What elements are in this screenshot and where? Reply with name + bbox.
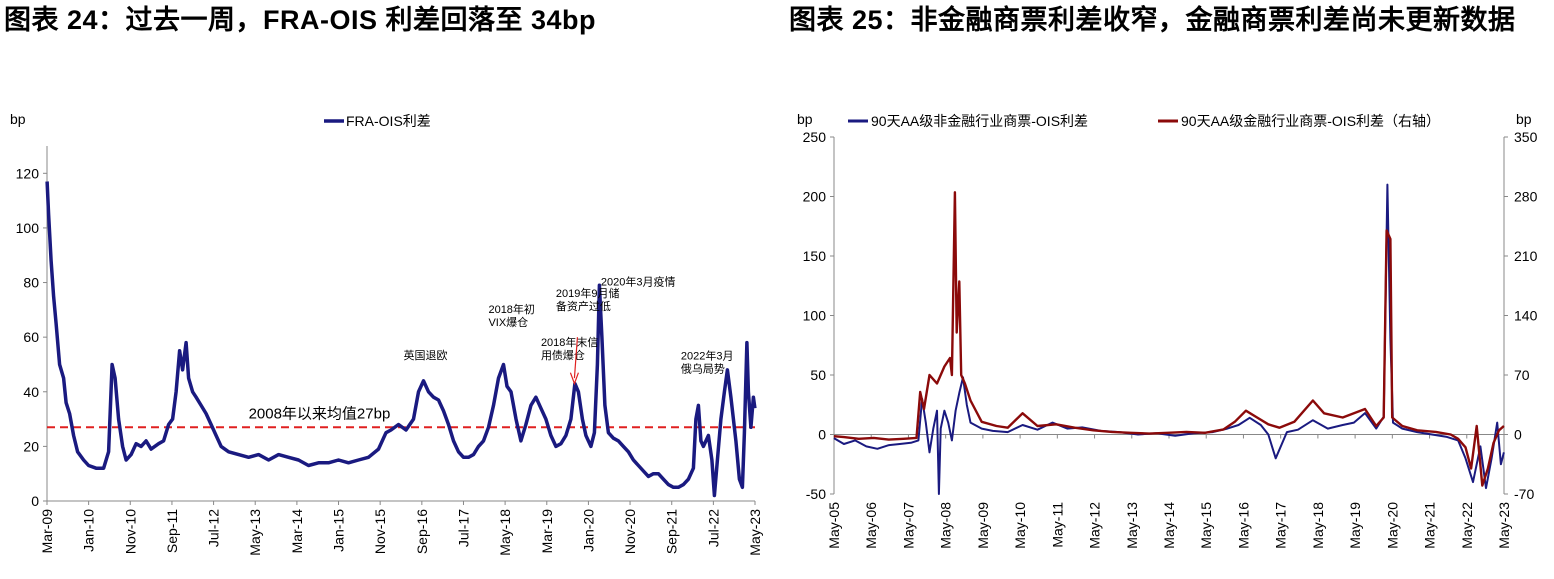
chart2-x-tick-label: May-15 — [1198, 502, 1214, 549]
chart1-x-tick-label: May-18 — [497, 509, 513, 556]
chart1-x-tick-label: Jan-15 — [331, 509, 347, 552]
chart2-legend-label-financial: 90天AA级金融行业商票-OIS利差（右轴） — [1181, 113, 1440, 129]
chart2-right-tick-label: 0 — [1514, 427, 1522, 443]
chart2-right-tick-label: -70 — [1514, 486, 1534, 502]
left-chart-title: 图表 24：过去一周，FRA-OIS 利差回落至 34bp — [4, 5, 597, 35]
chart2-x-tick-label: May-17 — [1273, 502, 1289, 549]
chart1-x-tick-label: Mar-09 — [39, 509, 55, 554]
chart2-x-tick-label: May-10 — [1012, 502, 1028, 549]
chart2-left-tick-label: 50 — [810, 367, 826, 383]
chart1-annotation: 俄乌局势 — [681, 362, 725, 376]
chart2-left-tick-label: -50 — [806, 486, 826, 502]
chart1-mean-label: 2008年以来均值27bp — [249, 405, 391, 422]
chart1-annotation: 用债爆仓 — [541, 348, 585, 362]
chart2-left-tick-label: 250 — [803, 129, 827, 145]
chart2-x-tick-label: May-18 — [1310, 502, 1326, 549]
chart1-x-tick-label: May-13 — [247, 509, 263, 556]
chart2-x-tick-label: May-14 — [1161, 502, 1177, 549]
chart1-y-tick-label: 60 — [23, 329, 39, 345]
chart2-right-tick-label: 280 — [1514, 189, 1538, 205]
chart1-x-tick-label: May-23 — [747, 509, 763, 556]
chart1-x-tick-label: Sep-21 — [664, 509, 680, 554]
chart2-left-tick-label: 200 — [803, 189, 827, 205]
chart2-x-tick-label: May-23 — [1496, 502, 1512, 549]
chart1-y-unit-label: bp — [10, 111, 26, 127]
chart1-annotation: 2018年初 — [488, 302, 534, 316]
chart1-annotation-arrow — [573, 337, 579, 379]
chart1-x-tick-label: Nov-20 — [622, 509, 638, 554]
chart1-y-tick-label: 80 — [23, 275, 39, 291]
chart2-x-tick-label: May-20 — [1384, 502, 1400, 549]
chart1-x-tick-label: Jan-10 — [81, 509, 97, 552]
chart2-x-tick-label: May-22 — [1459, 502, 1475, 549]
chart1-x-tick-label: Jul-17 — [455, 509, 471, 547]
chart2-right-tick-label: 140 — [1514, 308, 1538, 324]
chart1-annotation: 2022年3月 — [681, 349, 734, 363]
chart2-x-tick-label: May-12 — [1087, 502, 1103, 549]
chart1-x-tick-label: Mar-19 — [539, 509, 555, 554]
chart1-y-tick-label: 20 — [23, 438, 39, 454]
chart1-x-tick-label: Nov-15 — [372, 509, 388, 554]
chart2-x-tick-label: May-08 — [938, 502, 954, 549]
chart1-annotation: 2019年9月储 — [556, 286, 620, 300]
chart2-right-tick-label: 210 — [1514, 248, 1538, 264]
chart1-y-tick-label: 100 — [16, 220, 40, 236]
chart2-nonfinancial-series-line — [833, 183, 1505, 495]
chart2-x-tick-label: May-13 — [1124, 502, 1140, 549]
chart1-annotation-arrowhead — [569, 372, 579, 386]
chart1-series-line — [45, 181, 757, 498]
chart1-annotation: 备资产过低 — [556, 299, 611, 313]
chart2-legend-label-nonfinancial: 90天AA级非金融行业商票-OIS利差 — [871, 113, 1088, 129]
chart2-left-tick-label: 100 — [803, 308, 827, 324]
chart1-y-tick-label: 120 — [16, 165, 40, 181]
chart2-x-tick-label: May-11 — [1049, 502, 1065, 548]
chart2-x-tick-label: May-21 — [1422, 502, 1438, 549]
chart2-financial-series-line — [833, 191, 1505, 487]
chart1-annotation: 2018年末信 — [541, 335, 598, 349]
chart2-left-tick-label: 150 — [803, 248, 827, 264]
chart1-x-tick-label: Jan-20 — [580, 509, 596, 552]
chart2-x-tick-label: May-19 — [1347, 502, 1363, 549]
chart1-x-tick-label: Nov-10 — [122, 509, 138, 554]
chart1-x-tick-label: Sep-11 — [164, 509, 180, 553]
chart1-x-tick-label: Sep-16 — [414, 509, 430, 554]
chart2-left-unit-label: bp — [797, 111, 813, 127]
chart2-right-tick-label: 70 — [1514, 367, 1530, 383]
chart1-x-tick-label: Jul-12 — [206, 509, 222, 547]
right-chart-title: 图表 25：非金融商票利差收窄，金融商票利差尚未更新数据 — [789, 5, 1516, 35]
chart1-annotation: 2020年3月疫情 — [601, 274, 676, 288]
chart1-y-tick-label: 0 — [31, 493, 39, 509]
chart2-x-tick-label: May-16 — [1235, 502, 1251, 549]
chart2-x-tick-label: May-09 — [975, 502, 991, 549]
chart2-x-tick-label: May-06 — [863, 502, 879, 549]
chart2-x-tick-label: May-05 — [826, 502, 842, 549]
chart1-annotation: 英国退欧 — [403, 348, 447, 362]
chart2-left-tick-label: 0 — [818, 427, 826, 443]
chart1-x-tick-label: Jul-22 — [705, 509, 721, 547]
chart1-annotation: VIX爆仓 — [488, 315, 528, 329]
chart1-legend-label: FRA-OIS利差 — [346, 113, 431, 129]
chart2-x-tick-label: May-07 — [900, 502, 916, 549]
chart1-x-tick-label: Mar-14 — [289, 509, 305, 554]
chart2-right-unit-label: bp — [1516, 111, 1532, 127]
chart1-y-tick-label: 40 — [23, 384, 39, 400]
chart2-right-tick-label: 350 — [1514, 129, 1538, 145]
